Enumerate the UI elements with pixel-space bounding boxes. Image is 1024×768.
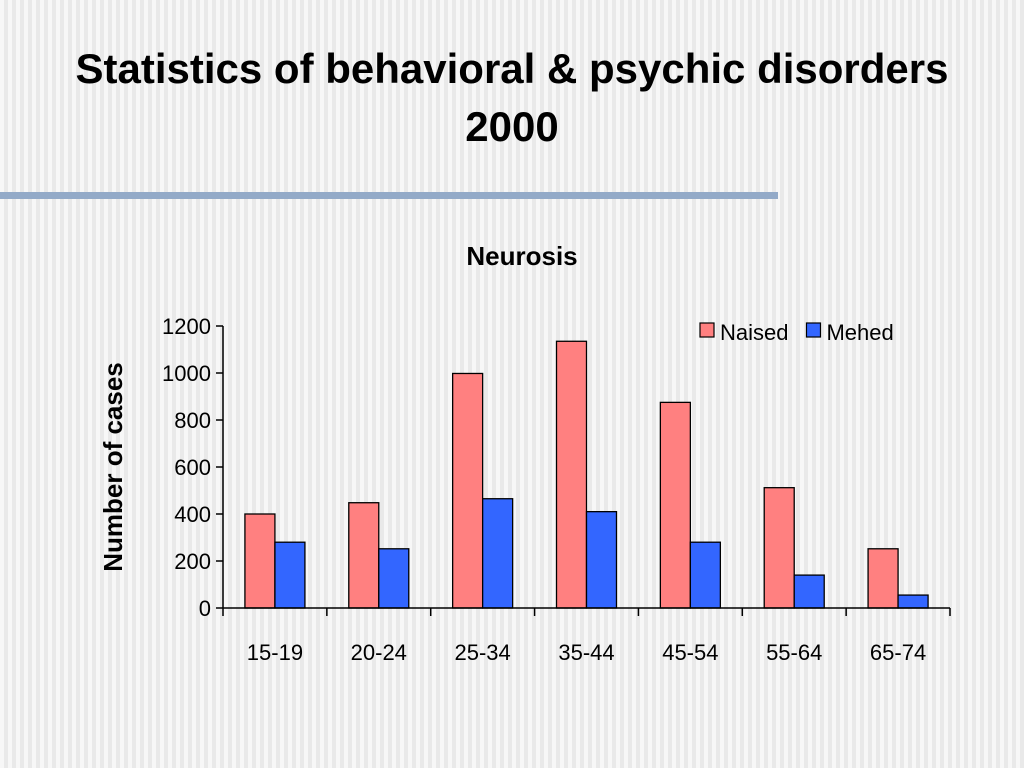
bar-mehed-35-44	[585, 510, 618, 609]
y-tick-label: 0	[199, 596, 211, 621]
title-divider	[0, 192, 778, 199]
bar-naised-35-44	[555, 340, 588, 609]
bar-mehed-55-64	[793, 574, 825, 609]
legend-swatch-mehed	[805, 322, 822, 338]
y-tick-label: 200	[174, 549, 211, 574]
bar-mehed-45-54	[689, 541, 722, 609]
y-tick-label: 400	[174, 502, 211, 527]
bar-mehed-20-24	[378, 548, 410, 609]
y-tick-label: 600	[174, 455, 211, 480]
y-axis-label: Number of cases	[98, 362, 128, 572]
legend-label-mehed: Mehed	[826, 320, 893, 345]
axes-group: 0 200 400 600 800 1000 1200 15-19 20-24 25-34 35-4…	[162, 314, 951, 665]
y-tick-label: 1200	[162, 314, 211, 339]
legend-label-naised: Naised	[720, 320, 788, 345]
slide-title: Statistics of behavioral & psychic disor…	[0, 40, 1024, 156]
x-tick-label: 25-34	[455, 640, 511, 665]
x-tick-label: 65-74	[870, 640, 926, 665]
x-tick-label: 35-44	[558, 640, 614, 665]
slide-title-line-2: 2000	[465, 103, 559, 150]
slide-title-line-1: Statistics of behavioral & psychic disor…	[75, 45, 949, 92]
chart-title: Neurosis	[466, 241, 577, 271]
bars-group	[244, 340, 929, 609]
bar-mehed-65-74	[897, 594, 929, 609]
legend: Naised Mehed	[699, 320, 894, 345]
bar-naised-55-64	[763, 487, 795, 609]
x-tick-label: 20-24	[351, 640, 407, 665]
x-tick-label: 45-54	[662, 640, 718, 665]
bar-naised-25-34	[451, 372, 484, 609]
bar-naised-65-74	[867, 548, 899, 609]
x-tick-label: 55-64	[766, 640, 822, 665]
x-tick-label: 15-19	[247, 640, 303, 665]
bar-naised-15-19	[244, 513, 276, 609]
bar-naised-45-54	[659, 401, 692, 609]
y-tick-label: 1000	[162, 361, 211, 386]
y-tick-label: 800	[174, 408, 211, 433]
legend-swatch-naised	[699, 322, 715, 338]
bar-mehed-15-19	[274, 541, 306, 609]
bar-mehed-25-34	[481, 498, 514, 609]
bar-naised-20-24	[348, 502, 380, 609]
